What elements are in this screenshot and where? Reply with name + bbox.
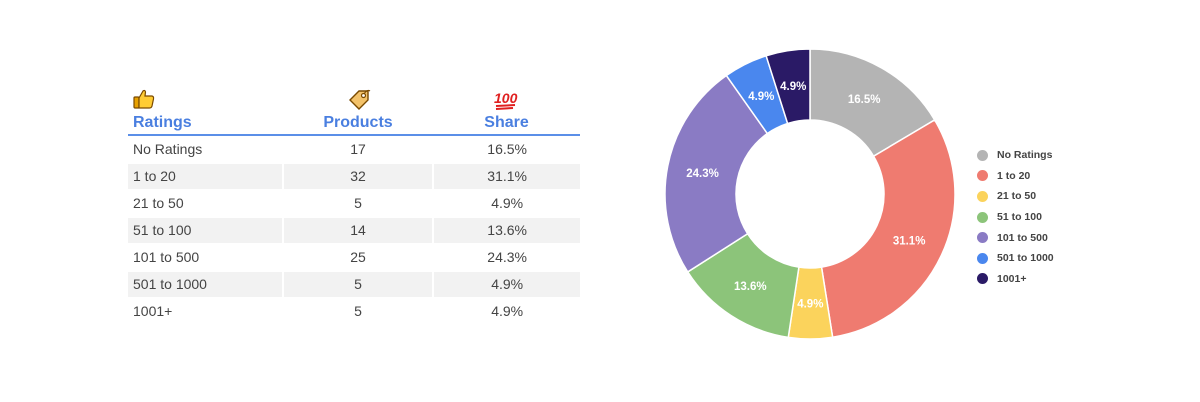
ratings-table: 100 Ratings Products Share No Ratings 17… — [128, 76, 580, 326]
legend-swatch — [977, 252, 988, 264]
donut-slice-1 — [820, 118, 956, 339]
legend-item: 501 to 1000 — [977, 248, 1054, 269]
table-row: 501 to 1000 5 4.9% — [128, 272, 580, 297]
price-tag-icon — [347, 88, 371, 110]
cell-share: 4.9% — [432, 299, 580, 324]
cell-share: 4.9% — [432, 272, 580, 297]
legend-label: No Ratings — [997, 149, 1053, 162]
slice-data-label: 31.1% — [893, 236, 926, 248]
legend-label: 21 to 50 — [997, 190, 1037, 203]
cell-products: 25 — [281, 245, 433, 270]
legend-label: 1 to 20 — [997, 169, 1031, 182]
table-icon-row: 100 — [128, 76, 580, 110]
table-row: 1 to 20 32 31.1% — [128, 164, 580, 189]
cell-products: 5 — [281, 191, 433, 216]
donut-slice-6 — [765, 48, 811, 125]
legend-label: 101 to 500 — [997, 231, 1048, 244]
legend-label: 501 to 1000 — [997, 252, 1054, 265]
legend-label: 51 to 100 — [997, 211, 1042, 224]
cell-ratings: 501 to 1000 — [128, 272, 282, 297]
cell-ratings: 1001+ — [133, 303, 173, 319]
legend-item: No Ratings — [977, 145, 1054, 166]
donut-slice-4 — [664, 74, 769, 273]
cell-share: 16.5% — [432, 137, 580, 162]
table-row: 1001+ 5 4.9% — [128, 299, 580, 324]
cell-products: 17 — [281, 137, 433, 162]
thumbs-up-icon — [133, 88, 155, 110]
cell-products: 32 — [281, 164, 433, 189]
cell-products: 5 — [281, 272, 433, 297]
table-row: 51 to 100 14 13.6% — [128, 218, 580, 243]
table-row: 21 to 50 5 4.9% — [128, 191, 580, 216]
slice-data-label: 4.9% — [780, 81, 806, 93]
donut-chart: 16.5% 31.1% 4.9% 13.6% 24.3% 4.9% 4.9% — [664, 48, 956, 340]
cell-ratings: 21 to 50 — [133, 195, 184, 211]
cell-ratings: 51 to 100 — [128, 218, 282, 243]
legend-item: 21 to 50 — [977, 186, 1054, 207]
chart-legend: No Ratings 1 to 20 21 to 50 51 to 100 101 to… — [977, 145, 1054, 289]
legend-swatch — [977, 190, 988, 202]
legend-item: 1 to 20 — [977, 166, 1054, 187]
legend-item: 101 to 500 — [977, 227, 1054, 248]
cell-products: 5 — [281, 299, 433, 324]
cell-share: 4.9% — [432, 191, 580, 216]
legend-swatch — [977, 170, 988, 182]
table-body: No Ratings 17 16.5% 1 to 20 32 31.1% 21 … — [128, 137, 580, 324]
header-products: Products — [323, 114, 393, 131]
slice-data-label: 4.9% — [797, 298, 823, 310]
table-header: Ratings Products Share — [128, 110, 580, 136]
slice-data-label: 4.9% — [748, 91, 774, 103]
legend-item: 51 to 100 — [977, 207, 1054, 228]
header-share: Share — [484, 114, 529, 131]
slice-data-label: 13.6% — [734, 281, 767, 293]
header-ratings: Ratings — [133, 114, 192, 131]
slice-data-label: 24.3% — [686, 168, 719, 180]
svg-text:100: 100 — [494, 90, 518, 106]
cell-ratings: No Ratings — [133, 141, 203, 157]
cell-ratings: 101 to 500 — [133, 249, 200, 265]
cell-products: 14 — [281, 218, 433, 243]
legend-swatch — [977, 273, 988, 285]
legend-swatch — [977, 211, 988, 223]
cell-share: 13.6% — [432, 218, 580, 243]
cell-ratings: 1 to 20 — [128, 164, 282, 189]
legend-item: 1001+ — [977, 269, 1054, 290]
legend-swatch — [977, 232, 988, 244]
table-row: No Ratings 17 16.5% — [128, 137, 580, 162]
cell-share: 31.1% — [432, 164, 580, 189]
legend-swatch — [977, 149, 988, 161]
table-row: 101 to 500 25 24.3% — [128, 245, 580, 270]
slice-data-label: 16.5% — [848, 94, 881, 106]
cell-share: 24.3% — [432, 245, 580, 270]
hundred-points-icon: 100 — [493, 88, 518, 110]
legend-label: 1001+ — [997, 272, 1027, 285]
